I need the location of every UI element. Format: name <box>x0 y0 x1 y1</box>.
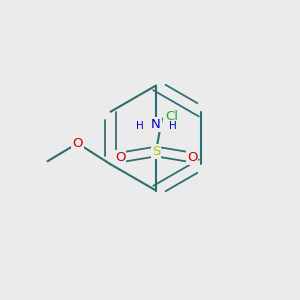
Text: S: S <box>152 145 160 158</box>
Text: H: H <box>169 121 176 131</box>
Text: O: O <box>72 137 83 150</box>
Text: Cl: Cl <box>165 110 178 124</box>
Text: O: O <box>115 151 125 164</box>
Text: N: N <box>151 118 161 131</box>
Text: H: H <box>136 121 143 131</box>
Text: O: O <box>187 151 197 164</box>
